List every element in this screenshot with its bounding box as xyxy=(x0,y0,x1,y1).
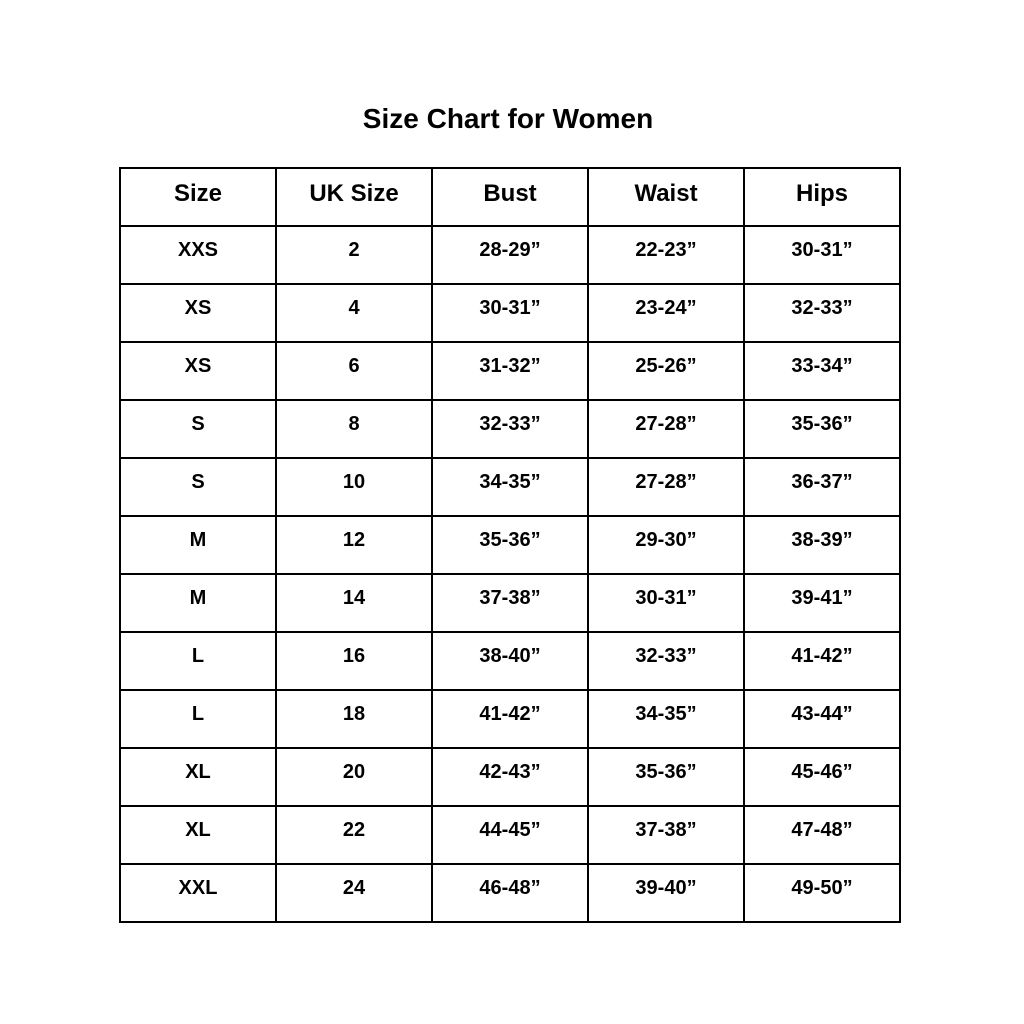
cell-hips: 39-41” xyxy=(743,573,901,633)
cell-waist: 39-40” xyxy=(587,863,745,923)
column-header-size: Size xyxy=(119,167,277,227)
table-row: S 8 32-33” 27-28” 35-36” xyxy=(119,399,901,459)
cell-waist: 27-28” xyxy=(587,399,745,459)
cell-size: L xyxy=(119,631,277,691)
cell-waist: 30-31” xyxy=(587,573,745,633)
cell-uk-size: 4 xyxy=(275,283,433,343)
cell-uk-size: 22 xyxy=(275,805,433,865)
table-row: XL 22 44-45” 37-38” 47-48” xyxy=(119,805,901,865)
cell-waist: 34-35” xyxy=(587,689,745,749)
table-row: XXL 24 46-48” 39-40” 49-50” xyxy=(119,863,901,923)
cell-size: S xyxy=(119,457,277,517)
table-row: XXS 2 28-29” 22-23” 30-31” xyxy=(119,225,901,285)
cell-bust: 41-42” xyxy=(431,689,589,749)
cell-hips: 33-34” xyxy=(743,341,901,401)
cell-waist: 27-28” xyxy=(587,457,745,517)
column-header-bust: Bust xyxy=(431,167,589,227)
cell-uk-size: 20 xyxy=(275,747,433,807)
table-row: S 10 34-35” 27-28” 36-37” xyxy=(119,457,901,517)
cell-hips: 30-31” xyxy=(743,225,901,285)
table-row: XS 6 31-32” 25-26” 33-34” xyxy=(119,341,901,401)
cell-bust: 35-36” xyxy=(431,515,589,575)
cell-hips: 43-44” xyxy=(743,689,901,749)
cell-uk-size: 12 xyxy=(275,515,433,575)
cell-size: M xyxy=(119,573,277,633)
column-header-waist: Waist xyxy=(587,167,745,227)
cell-bust: 46-48” xyxy=(431,863,589,923)
cell-uk-size: 8 xyxy=(275,399,433,459)
cell-uk-size: 10 xyxy=(275,457,433,517)
table-row: XS 4 30-31” 23-24” 32-33” xyxy=(119,283,901,343)
cell-size: M xyxy=(119,515,277,575)
cell-uk-size: 14 xyxy=(275,573,433,633)
cell-hips: 38-39” xyxy=(743,515,901,575)
cell-hips: 45-46” xyxy=(743,747,901,807)
cell-size: XXL xyxy=(119,863,277,923)
table-row: M 14 37-38” 30-31” 39-41” xyxy=(119,573,901,633)
page-title: Size Chart for Women xyxy=(362,103,654,134)
cell-waist: 22-23” xyxy=(587,225,745,285)
cell-bust: 28-29” xyxy=(431,225,589,285)
cell-size: S xyxy=(119,399,277,459)
cell-bust: 42-43” xyxy=(431,747,589,807)
table-body: XXS 2 28-29” 22-23” 30-31” XS 4 30-31” 23-24” 32-… xyxy=(119,225,901,923)
cell-waist: 35-36” xyxy=(587,747,745,807)
cell-bust: 30-31” xyxy=(431,283,589,343)
table-header-row: Size UK Size Bust Waist Hips xyxy=(119,167,901,227)
cell-hips: 32-33” xyxy=(743,283,901,343)
cell-hips: 49-50” xyxy=(743,863,901,923)
column-header-hips: Hips xyxy=(743,167,901,227)
cell-uk-size: 16 xyxy=(275,631,433,691)
table-row: XL 20 42-43” 35-36” 45-46” xyxy=(119,747,901,807)
cell-waist: 37-38” xyxy=(587,805,745,865)
table-row: L 16 38-40” 32-33” 41-42” xyxy=(119,631,901,691)
cell-uk-size: 2 xyxy=(275,225,433,285)
cell-size: XL xyxy=(119,747,277,807)
cell-uk-size: 18 xyxy=(275,689,433,749)
cell-uk-size: 6 xyxy=(275,341,433,401)
cell-size: XS xyxy=(119,341,277,401)
cell-size: XS xyxy=(119,283,277,343)
size-chart-table: Size UK Size Bust Waist Hips XXS 2 28-29” 22-23… xyxy=(119,167,901,923)
cell-hips: 36-37” xyxy=(743,457,901,517)
column-header-uk-size: UK Size xyxy=(275,167,433,227)
cell-waist: 25-26” xyxy=(587,341,745,401)
cell-size: XXS xyxy=(119,225,277,285)
table-row: M 12 35-36” 29-30” 38-39” xyxy=(119,515,901,575)
cell-size: L xyxy=(119,689,277,749)
cell-bust: 44-45” xyxy=(431,805,589,865)
cell-waist: 23-24” xyxy=(587,283,745,343)
cell-uk-size: 24 xyxy=(275,863,433,923)
cell-size: XL xyxy=(119,805,277,865)
cell-bust: 32-33” xyxy=(431,399,589,459)
cell-waist: 32-33” xyxy=(587,631,745,691)
cell-bust: 37-38” xyxy=(431,573,589,633)
table-row: L 18 41-42” 34-35” 43-44” xyxy=(119,689,901,749)
cell-hips: 41-42” xyxy=(743,631,901,691)
cell-hips: 47-48” xyxy=(743,805,901,865)
cell-hips: 35-36” xyxy=(743,399,901,459)
cell-bust: 38-40” xyxy=(431,631,589,691)
cell-bust: 34-35” xyxy=(431,457,589,517)
cell-bust: 31-32” xyxy=(431,341,589,401)
cell-waist: 29-30” xyxy=(587,515,745,575)
